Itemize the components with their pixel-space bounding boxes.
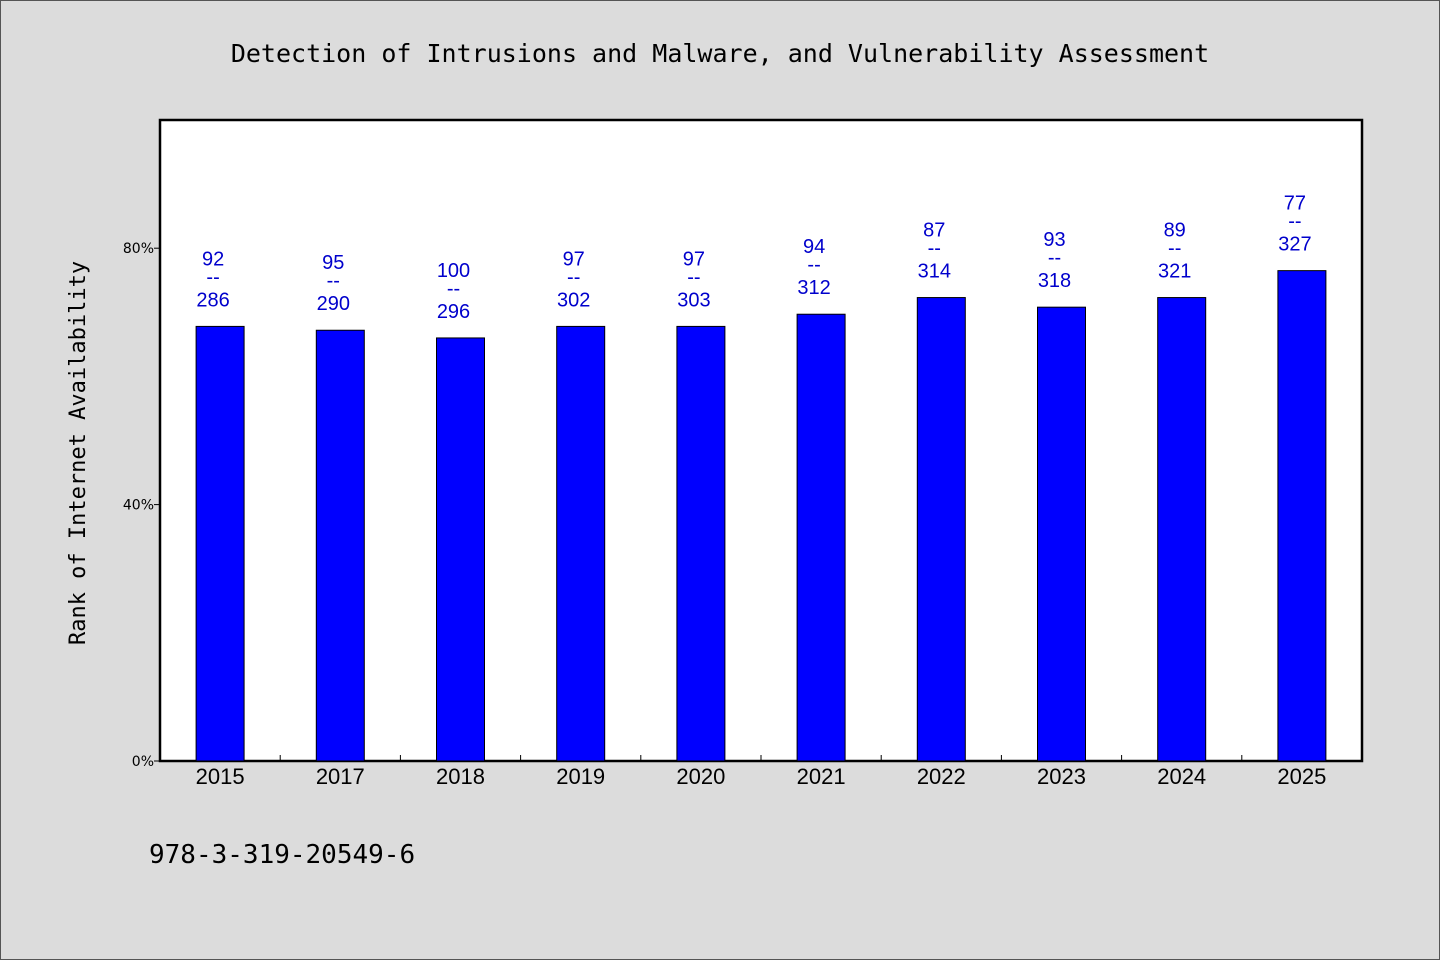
data-label-sep: -- bbox=[206, 266, 219, 288]
data-label-top: 97 bbox=[563, 248, 585, 270]
chart-title: Detection of Intrusions and Malware, and… bbox=[231, 39, 1209, 68]
x-tick-label: 2015 bbox=[196, 764, 245, 789]
data-label-top: 95 bbox=[322, 252, 344, 274]
data-label-top: 94 bbox=[803, 236, 825, 258]
x-tick-label: 2021 bbox=[797, 764, 846, 789]
bar bbox=[1277, 270, 1327, 762]
y-tick-label: 0% bbox=[132, 754, 154, 770]
data-label-bottom: 312 bbox=[797, 277, 830, 299]
x-tick-label: 2017 bbox=[316, 764, 365, 789]
bar-data-label: 92--286 bbox=[196, 248, 229, 311]
data-label-sep: -- bbox=[327, 270, 340, 292]
data-label-sep: -- bbox=[687, 266, 700, 288]
y-tick-label: 40% bbox=[123, 498, 154, 514]
x-tick-label: 2020 bbox=[676, 764, 725, 789]
bar-data-label: 89--321 bbox=[1158, 220, 1191, 283]
data-label-bottom: 321 bbox=[1158, 261, 1191, 283]
bar-data-label: 94--312 bbox=[797, 236, 830, 299]
data-label-bottom: 303 bbox=[677, 289, 710, 311]
data-label-bottom: 286 bbox=[196, 289, 229, 311]
bar-data-label: 100--296 bbox=[437, 260, 470, 323]
y-axis-label: Rank of Internet Availability bbox=[66, 261, 91, 645]
bar-data-label: 97--303 bbox=[677, 248, 710, 311]
data-label-bottom: 314 bbox=[918, 261, 951, 283]
bar bbox=[315, 329, 365, 762]
x-tick-label: 2025 bbox=[1277, 764, 1326, 789]
bar-data-label: 95--290 bbox=[317, 252, 350, 315]
x-tick-label: 2023 bbox=[1037, 764, 1086, 789]
data-label-bottom: 290 bbox=[317, 293, 350, 315]
data-label-sep: -- bbox=[447, 278, 460, 300]
data-label-sep: -- bbox=[1168, 238, 1181, 260]
bar bbox=[1157, 297, 1207, 762]
bar bbox=[436, 337, 485, 762]
bar-data-label: 77--327 bbox=[1278, 193, 1311, 256]
bar-data-label: 93--318 bbox=[1038, 229, 1071, 292]
footer-isbn: 978-3-319-20549-6 bbox=[149, 840, 415, 870]
bar bbox=[796, 313, 846, 762]
bar bbox=[916, 297, 966, 762]
data-label-sep: -- bbox=[567, 266, 580, 288]
data-label-top: 92 bbox=[202, 248, 224, 270]
bar bbox=[1037, 306, 1086, 762]
data-label-bottom: 318 bbox=[1038, 270, 1071, 292]
data-label-sep: -- bbox=[1288, 211, 1301, 233]
data-label-bottom: 296 bbox=[437, 301, 470, 323]
data-label-sep: -- bbox=[1048, 247, 1061, 269]
x-tick-label: 2024 bbox=[1157, 764, 1206, 789]
bar bbox=[195, 325, 245, 762]
data-label-top: 77 bbox=[1284, 193, 1306, 215]
data-label-top: 87 bbox=[923, 220, 945, 242]
y-axis: 0% 40% 80% bbox=[123, 241, 160, 770]
bar bbox=[676, 325, 726, 762]
data-label-top: 97 bbox=[683, 248, 705, 270]
data-label-sep: -- bbox=[928, 238, 941, 260]
data-label-top: 100 bbox=[437, 260, 470, 282]
data-label-top: 93 bbox=[1043, 229, 1065, 251]
x-tick-label: 2018 bbox=[436, 764, 485, 789]
data-label-bottom: 302 bbox=[557, 289, 590, 311]
bar-data-label: 97--302 bbox=[557, 248, 590, 311]
data-label-sep: -- bbox=[807, 254, 820, 276]
bar-data-label: 87--314 bbox=[918, 220, 951, 283]
x-tick-label: 2019 bbox=[556, 764, 605, 789]
data-label-top: 89 bbox=[1164, 220, 1186, 242]
x-tick-label: 2022 bbox=[917, 764, 966, 789]
bar bbox=[556, 325, 606, 762]
data-labels: 92--28695--290100--29697--30297--30394--… bbox=[196, 193, 1311, 323]
bar-series bbox=[195, 270, 1327, 762]
y-tick-label: 80% bbox=[123, 241, 154, 257]
x-axis: 2015 2017 2018 2019 2020 2021 2022 2023 2024 2025 bbox=[196, 755, 1326, 789]
data-label-bottom: 327 bbox=[1278, 234, 1311, 256]
